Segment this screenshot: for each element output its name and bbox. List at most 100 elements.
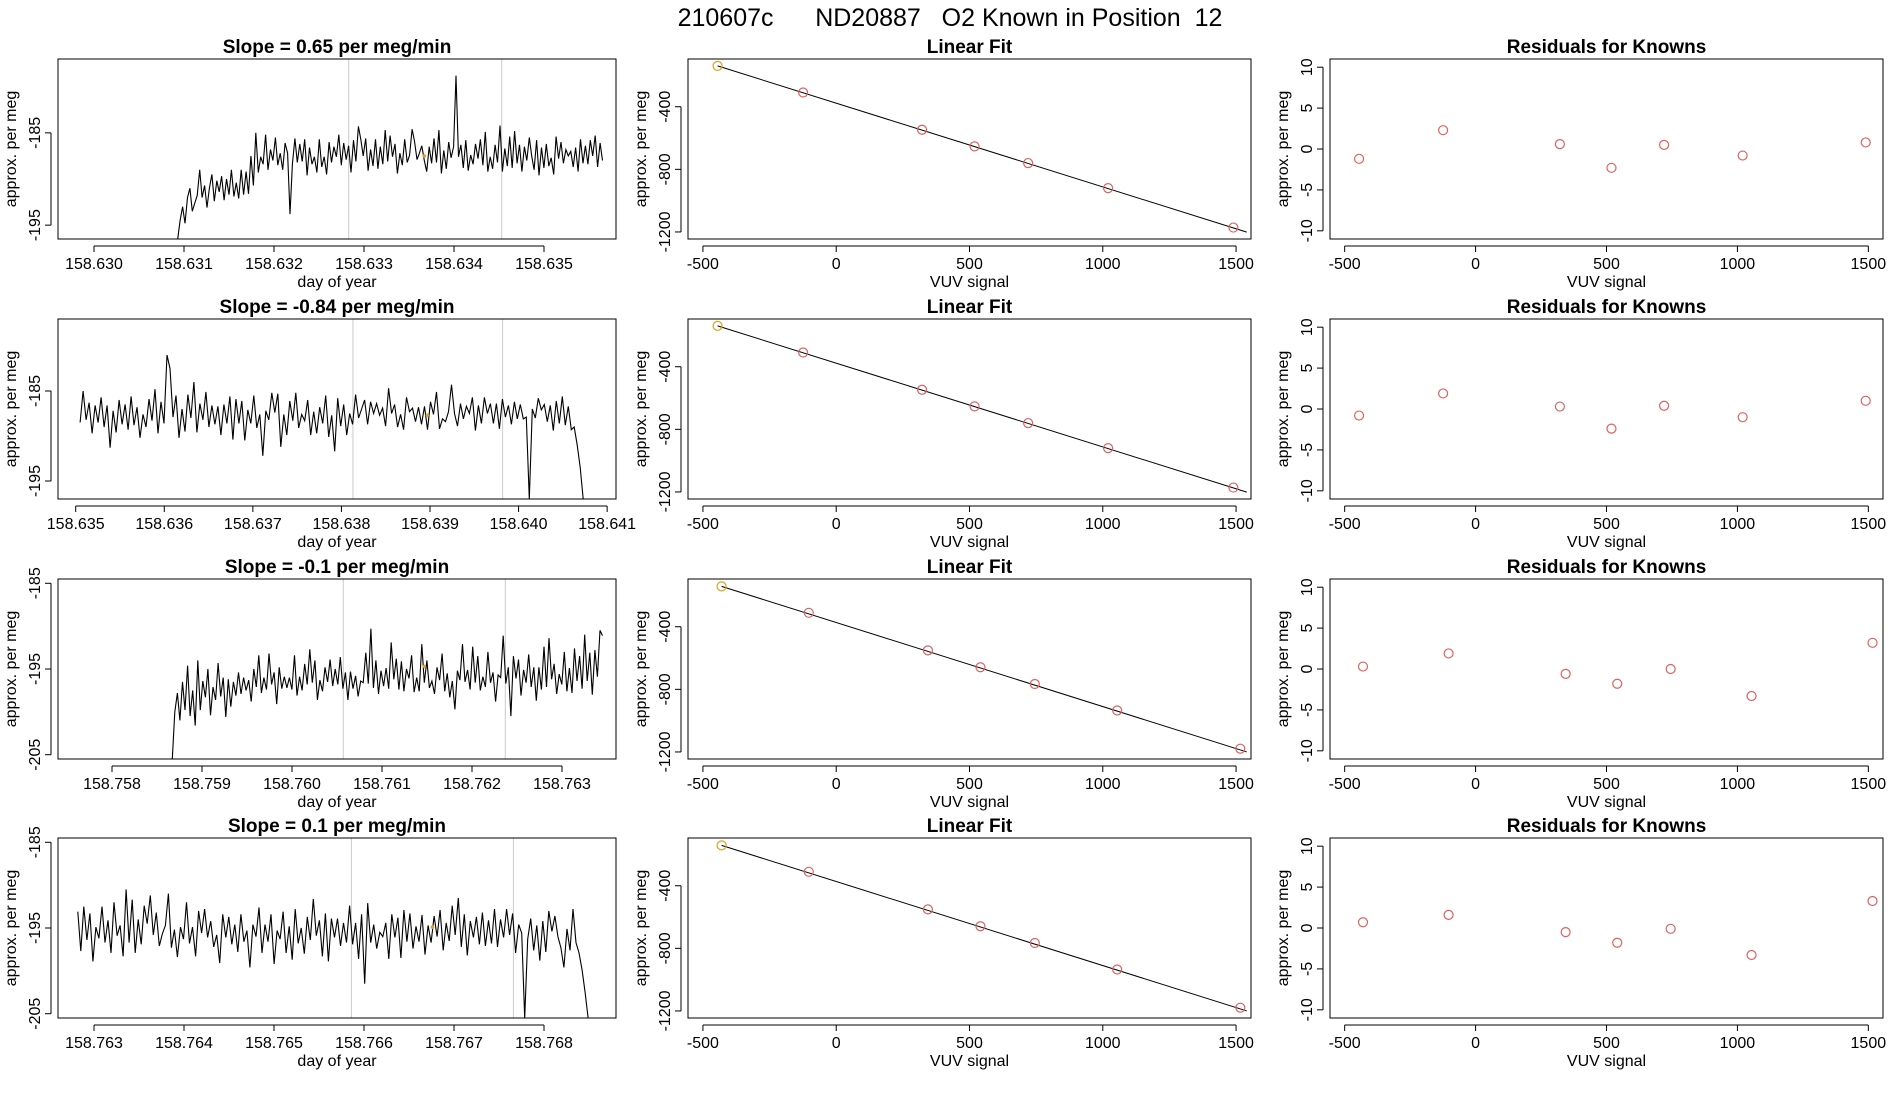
x-tick-label: 1500 bbox=[1218, 256, 1254, 273]
y-tick-label: -195 bbox=[27, 209, 44, 241]
plot-frame bbox=[1329, 58, 1884, 240]
x-tick-label: -500 bbox=[687, 516, 719, 533]
x-tick-label: 0 bbox=[1471, 776, 1480, 793]
plot-frame bbox=[57, 837, 617, 1019]
data-point bbox=[975, 921, 986, 932]
y-axis-label: approx. per meg bbox=[3, 91, 20, 208]
data-point bbox=[803, 866, 814, 877]
data-point bbox=[716, 840, 727, 851]
panel-title: Linear Fit bbox=[927, 297, 1013, 318]
y-tick-label: 0 bbox=[1299, 144, 1316, 153]
data-point bbox=[1103, 183, 1114, 194]
panel-title: Linear Fit bbox=[927, 816, 1013, 837]
data-point bbox=[1737, 150, 1748, 161]
x-tick-label: 500 bbox=[1593, 1035, 1620, 1052]
x-tick-label: 1000 bbox=[1085, 776, 1121, 793]
x-tick-label: 158.761 bbox=[353, 776, 411, 793]
data-point bbox=[1554, 401, 1565, 412]
data-point bbox=[969, 141, 980, 152]
data-point bbox=[1659, 400, 1670, 411]
x-tick-label: 500 bbox=[1593, 776, 1620, 793]
y-tick-label: -10 bbox=[1299, 739, 1316, 762]
x-tick-label: 500 bbox=[956, 1035, 983, 1052]
y-tick-label: -1200 bbox=[657, 990, 674, 1031]
x-tick-label: -500 bbox=[1329, 256, 1361, 273]
data-point bbox=[716, 581, 727, 592]
chart-panel: Slope = 0.65 per meg/min 158.630 158.631 15… bbox=[3, 37, 617, 291]
x-tick-label: 158.636 bbox=[135, 516, 193, 533]
x-axis-label: VUV signal bbox=[1567, 274, 1646, 291]
data-point bbox=[975, 662, 986, 673]
data-point bbox=[922, 645, 934, 656]
data-point bbox=[422, 154, 427, 158]
panel-title: Residuals for Knowns bbox=[1507, 37, 1707, 58]
plot-frame bbox=[1329, 837, 1884, 1019]
x-tick-label: -500 bbox=[1329, 776, 1361, 793]
plot-frame bbox=[57, 318, 617, 500]
data-point bbox=[422, 664, 427, 669]
y-tick-label: -185 bbox=[27, 567, 44, 599]
x-axis-label: day of year bbox=[297, 1053, 377, 1070]
x-tick-label: 158.635 bbox=[515, 256, 573, 273]
data-point bbox=[1023, 417, 1034, 429]
data-point bbox=[1103, 443, 1114, 454]
x-tick-label: 1500 bbox=[1218, 516, 1254, 533]
x-axis-label: day of year bbox=[297, 794, 377, 811]
x-tick-label: 1000 bbox=[1720, 516, 1756, 533]
y-tick-label: -1200 bbox=[657, 731, 674, 772]
x-tick-label: -500 bbox=[687, 1035, 719, 1052]
y-axis-label: approx. per meg bbox=[633, 351, 650, 468]
x-tick-label: -500 bbox=[687, 256, 719, 273]
data-point bbox=[1228, 482, 1239, 493]
series-line bbox=[85, 628, 603, 759]
x-tick-label: 500 bbox=[956, 256, 983, 273]
data-point bbox=[1860, 395, 1871, 406]
x-tick-label: 158.637 bbox=[224, 516, 282, 533]
y-tick-label: 10 bbox=[1299, 578, 1316, 596]
y-tick-label: 5 bbox=[1299, 364, 1316, 373]
data-point bbox=[1867, 637, 1878, 648]
x-tick-label: 158.758 bbox=[83, 776, 141, 793]
x-tick-label: 158.630 bbox=[65, 256, 123, 273]
fit-line bbox=[717, 65, 1247, 233]
x-tick-label: 158.768 bbox=[515, 1035, 573, 1052]
x-tick-label: 1500 bbox=[1851, 1035, 1887, 1052]
y-axis-label: approx. per meg bbox=[3, 611, 20, 728]
plot-frame bbox=[57, 578, 617, 760]
y-axis-label: approx. per meg bbox=[633, 91, 650, 208]
plot-frame bbox=[57, 58, 617, 240]
y-axis-label: approx. per meg bbox=[1275, 611, 1292, 728]
chart-panel: Residuals for Knowns -500 0 500 1000 1500 VUV … bbox=[1275, 816, 1886, 1070]
data-point bbox=[1112, 705, 1123, 716]
x-tick-label: 0 bbox=[832, 1035, 841, 1052]
chart-panel: Residuals for Knowns -500 0 500 1000 1500 VUV … bbox=[1275, 557, 1886, 811]
data-point bbox=[430, 925, 435, 929]
data-point bbox=[1606, 162, 1617, 173]
data-point bbox=[1112, 964, 1123, 975]
data-point bbox=[1438, 388, 1449, 399]
y-tick-label: 10 bbox=[1299, 837, 1316, 855]
y-tick-label: -195 bbox=[27, 653, 44, 685]
data-point bbox=[1665, 923, 1676, 934]
x-tick-label: 158.762 bbox=[443, 776, 501, 793]
y-tick-label: -5 bbox=[1299, 443, 1316, 457]
x-axis-label: VUV signal bbox=[1567, 1053, 1646, 1070]
y-tick-label: -185 bbox=[27, 375, 44, 407]
plot-frame bbox=[1329, 578, 1884, 760]
x-tick-label: 158.765 bbox=[245, 1035, 303, 1052]
chart-panel: Residuals for Knowns -500 0 500 1000 1500 VUV … bbox=[1275, 297, 1886, 551]
x-tick-label: 1000 bbox=[1085, 256, 1121, 273]
data-point bbox=[1228, 222, 1239, 233]
data-point bbox=[1560, 668, 1571, 680]
x-tick-label: 158.631 bbox=[155, 256, 213, 273]
y-tick-label: -1200 bbox=[657, 471, 674, 512]
plot-frame bbox=[687, 318, 1252, 500]
data-point bbox=[1235, 743, 1246, 754]
x-tick-label: 158.634 bbox=[425, 256, 483, 273]
y-tick-label: 0 bbox=[1299, 664, 1316, 673]
data-point bbox=[712, 60, 723, 71]
x-tick-label: 158.633 bbox=[335, 256, 393, 273]
x-tick-label: 1000 bbox=[1085, 1035, 1121, 1052]
data-point bbox=[803, 607, 814, 618]
y-tick-label: -800 bbox=[657, 932, 674, 964]
